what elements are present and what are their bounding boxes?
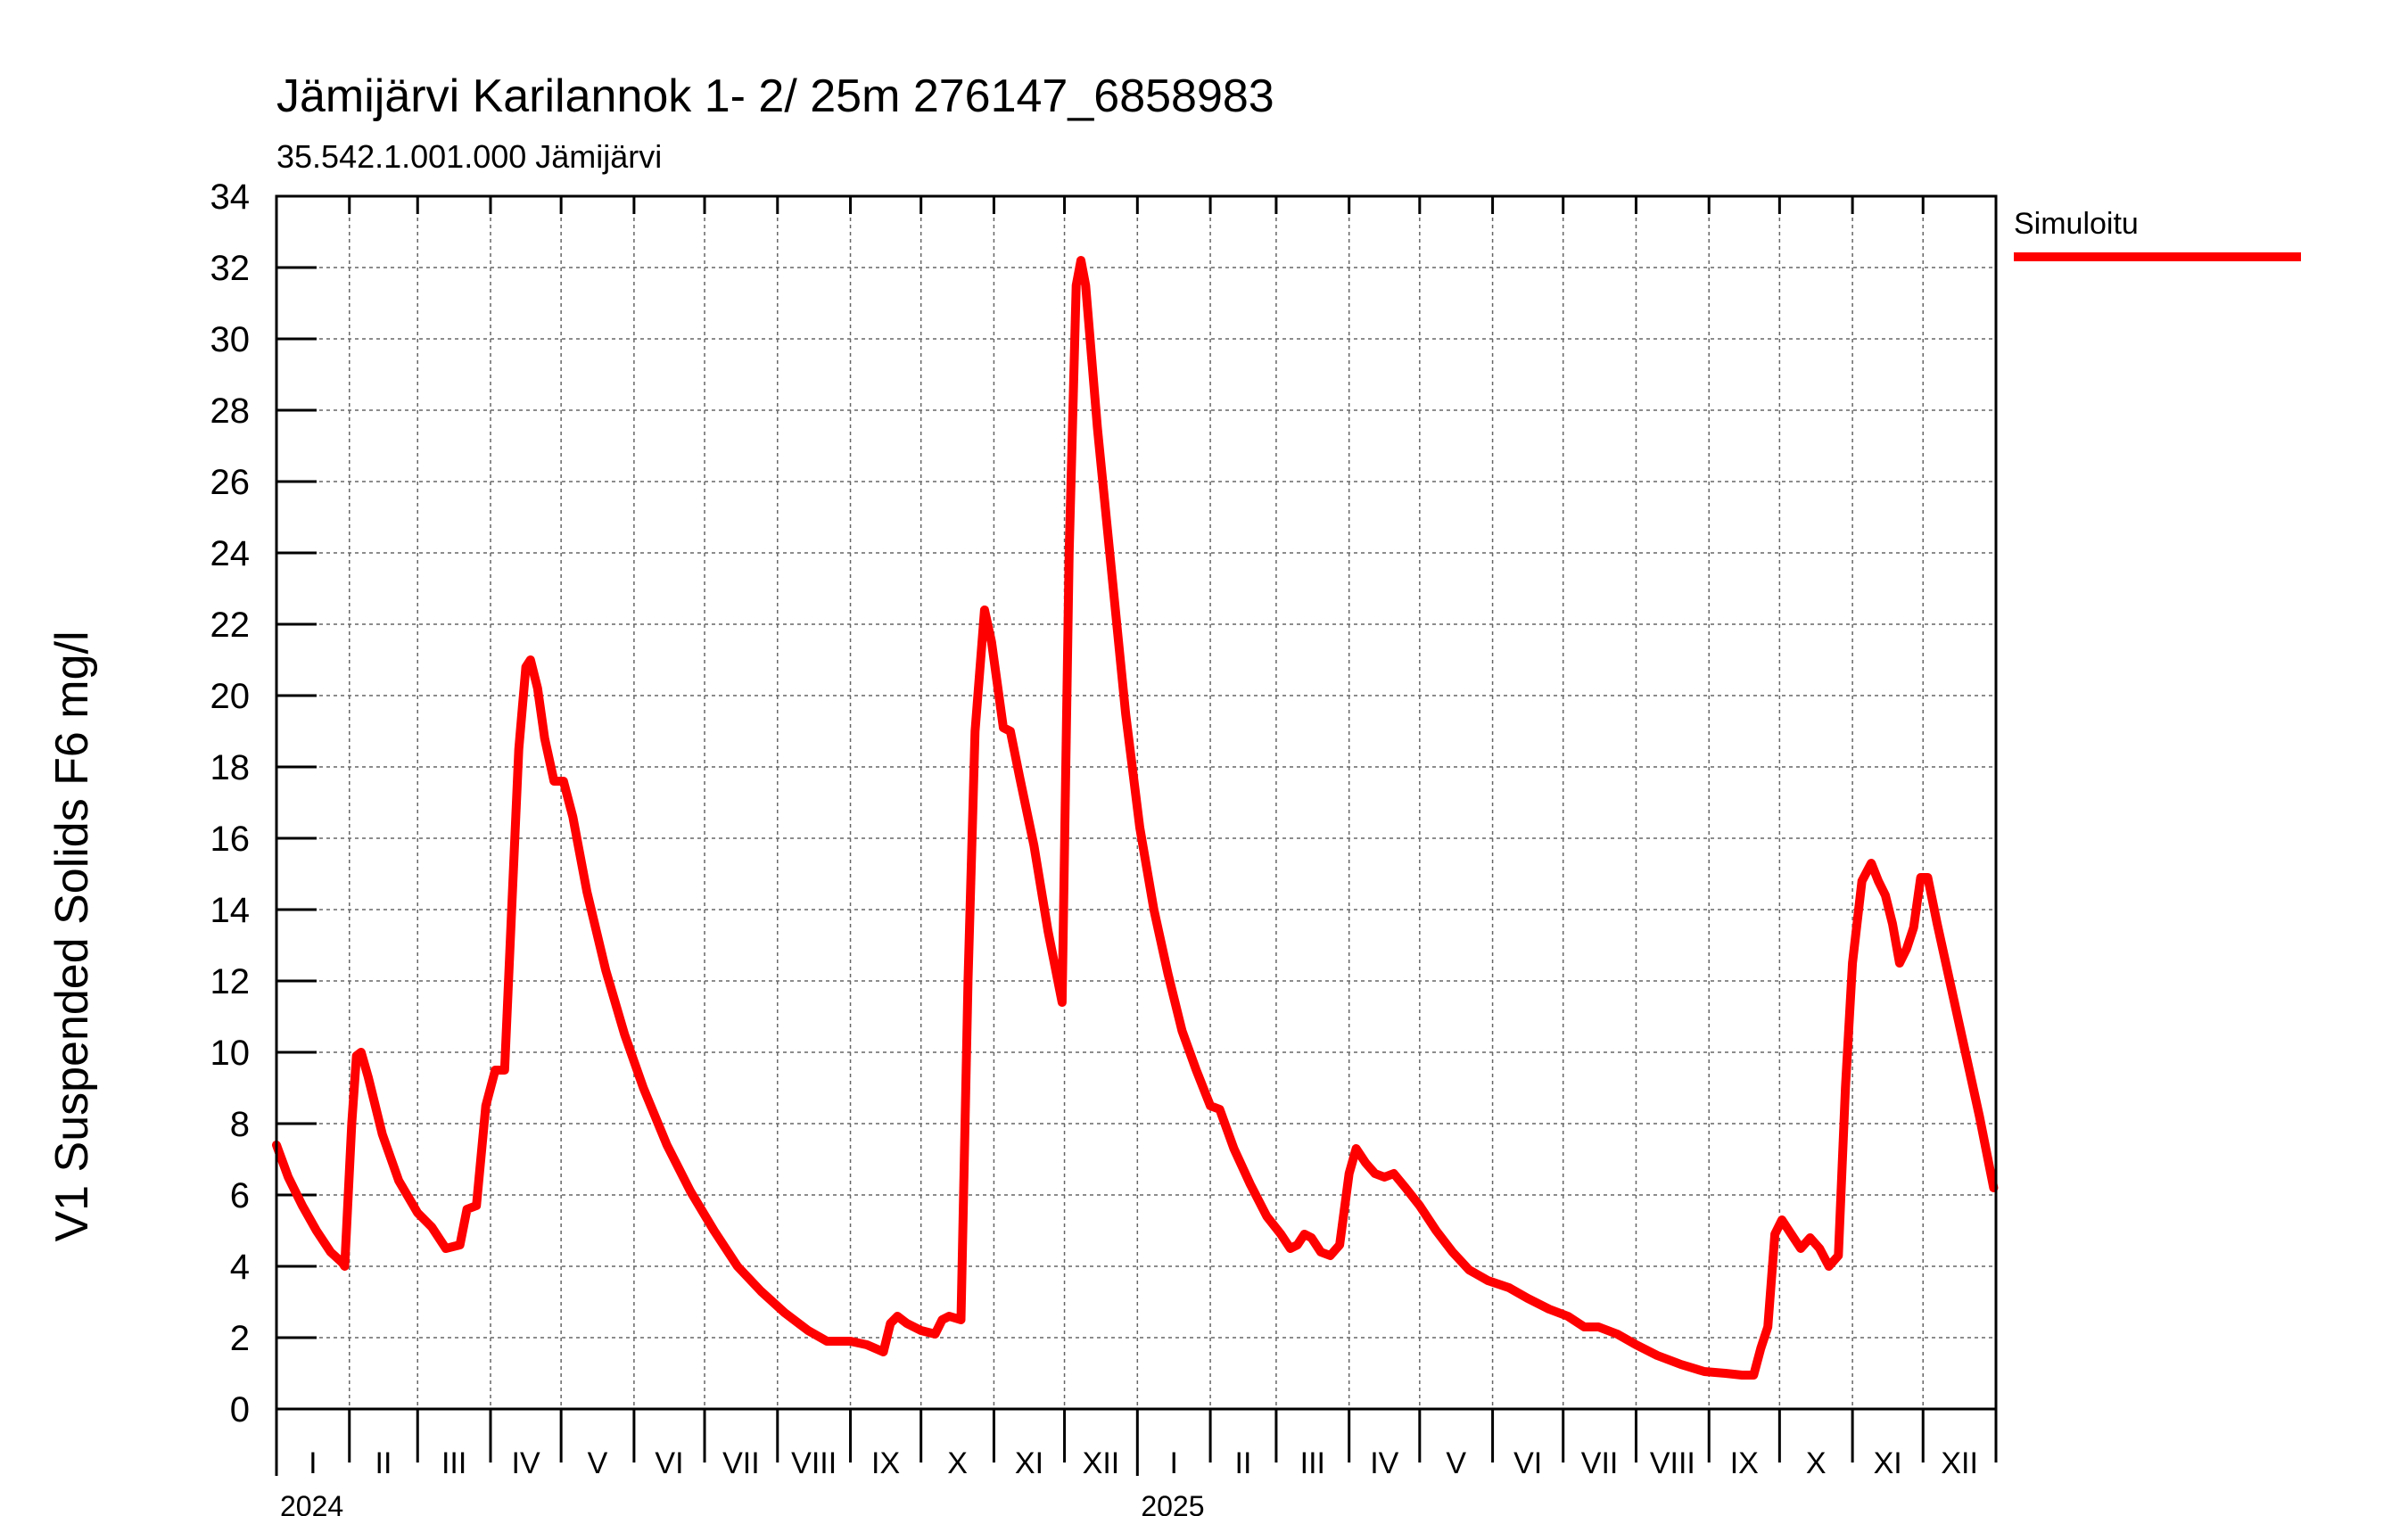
y-tick-label: 6 (230, 1176, 250, 1215)
y-tick-label: 0 (230, 1390, 250, 1429)
y-tick-label: 28 (210, 391, 251, 431)
x-month-label: V (588, 1446, 608, 1480)
x-month-label: VII (1581, 1446, 1619, 1480)
x-month-label: VI (655, 1446, 683, 1480)
y-tick-label: 10 (210, 1034, 251, 1073)
x-month-label: XII (1941, 1446, 1978, 1480)
x-month-label: II (1235, 1446, 1252, 1480)
x-month-label: IX (1730, 1446, 1759, 1480)
y-tick-label: 2 (230, 1319, 250, 1358)
y-tick-label: 16 (210, 820, 251, 859)
x-year-label: 2025 (1141, 1490, 1204, 1516)
series-layer (272, 256, 1999, 1380)
y-tick-label: 12 (210, 962, 251, 1001)
x-month-label: IV (1370, 1446, 1398, 1480)
y-tick-label: 20 (210, 677, 251, 716)
chart-subtitle: 35.542.1.001.000 Jämijärvi (276, 138, 662, 175)
legend: Simuloitu (2014, 207, 2301, 261)
legend-label: Simuloitu (2014, 207, 2139, 241)
x-month-label: VII (722, 1446, 760, 1480)
y-tick-label: 30 (210, 320, 251, 359)
x-month-label: III (1300, 1446, 1325, 1480)
x-month-label: III (441, 1446, 466, 1480)
y-axis-label: V1 Suspended Solids F6 mg/l (46, 630, 98, 1241)
y-tick-label: 34 (210, 177, 251, 217)
x-month-label: IX (871, 1446, 900, 1480)
x-month-label: XII (1083, 1446, 1120, 1480)
x-month-label: I (1169, 1446, 1177, 1480)
y-tick-label: 18 (210, 748, 251, 787)
x-month-label: XI (1874, 1446, 1902, 1480)
x-month-label: II (375, 1446, 392, 1480)
series-line (272, 256, 1999, 1380)
y-tick-label: 4 (230, 1248, 250, 1287)
x-month-label: X (1806, 1446, 1827, 1480)
y-tick-label: 32 (210, 249, 251, 288)
x-axis: I II III IV V VI VII VIII IX X XI XII I II III IV V VI VII… (275, 196, 1998, 1516)
x-month-label: VIII (1650, 1446, 1695, 1480)
x-month-label: V (1446, 1446, 1466, 1480)
x-month-label: IV (512, 1446, 540, 1480)
x-month-label: I (309, 1446, 317, 1480)
x-year-label: 2024 (280, 1490, 343, 1516)
y-tick-label: 24 (210, 534, 251, 573)
plot-frame (275, 194, 1998, 1411)
y-tick-label: 8 (230, 1105, 250, 1144)
chart-title: Jämijärvi Karilannok 1- 2/ 25m 276147_68… (276, 70, 1274, 122)
x-month-label: X (947, 1446, 968, 1480)
y-tick-label: 22 (210, 606, 251, 645)
x-month-label: VI (1513, 1446, 1542, 1480)
x-month-label: XI (1015, 1446, 1043, 1480)
y-tick-label: 26 (210, 463, 251, 502)
y-tick-label: 14 (210, 891, 251, 930)
x-month-label: VIII (791, 1446, 837, 1480)
grid (276, 196, 1996, 1409)
